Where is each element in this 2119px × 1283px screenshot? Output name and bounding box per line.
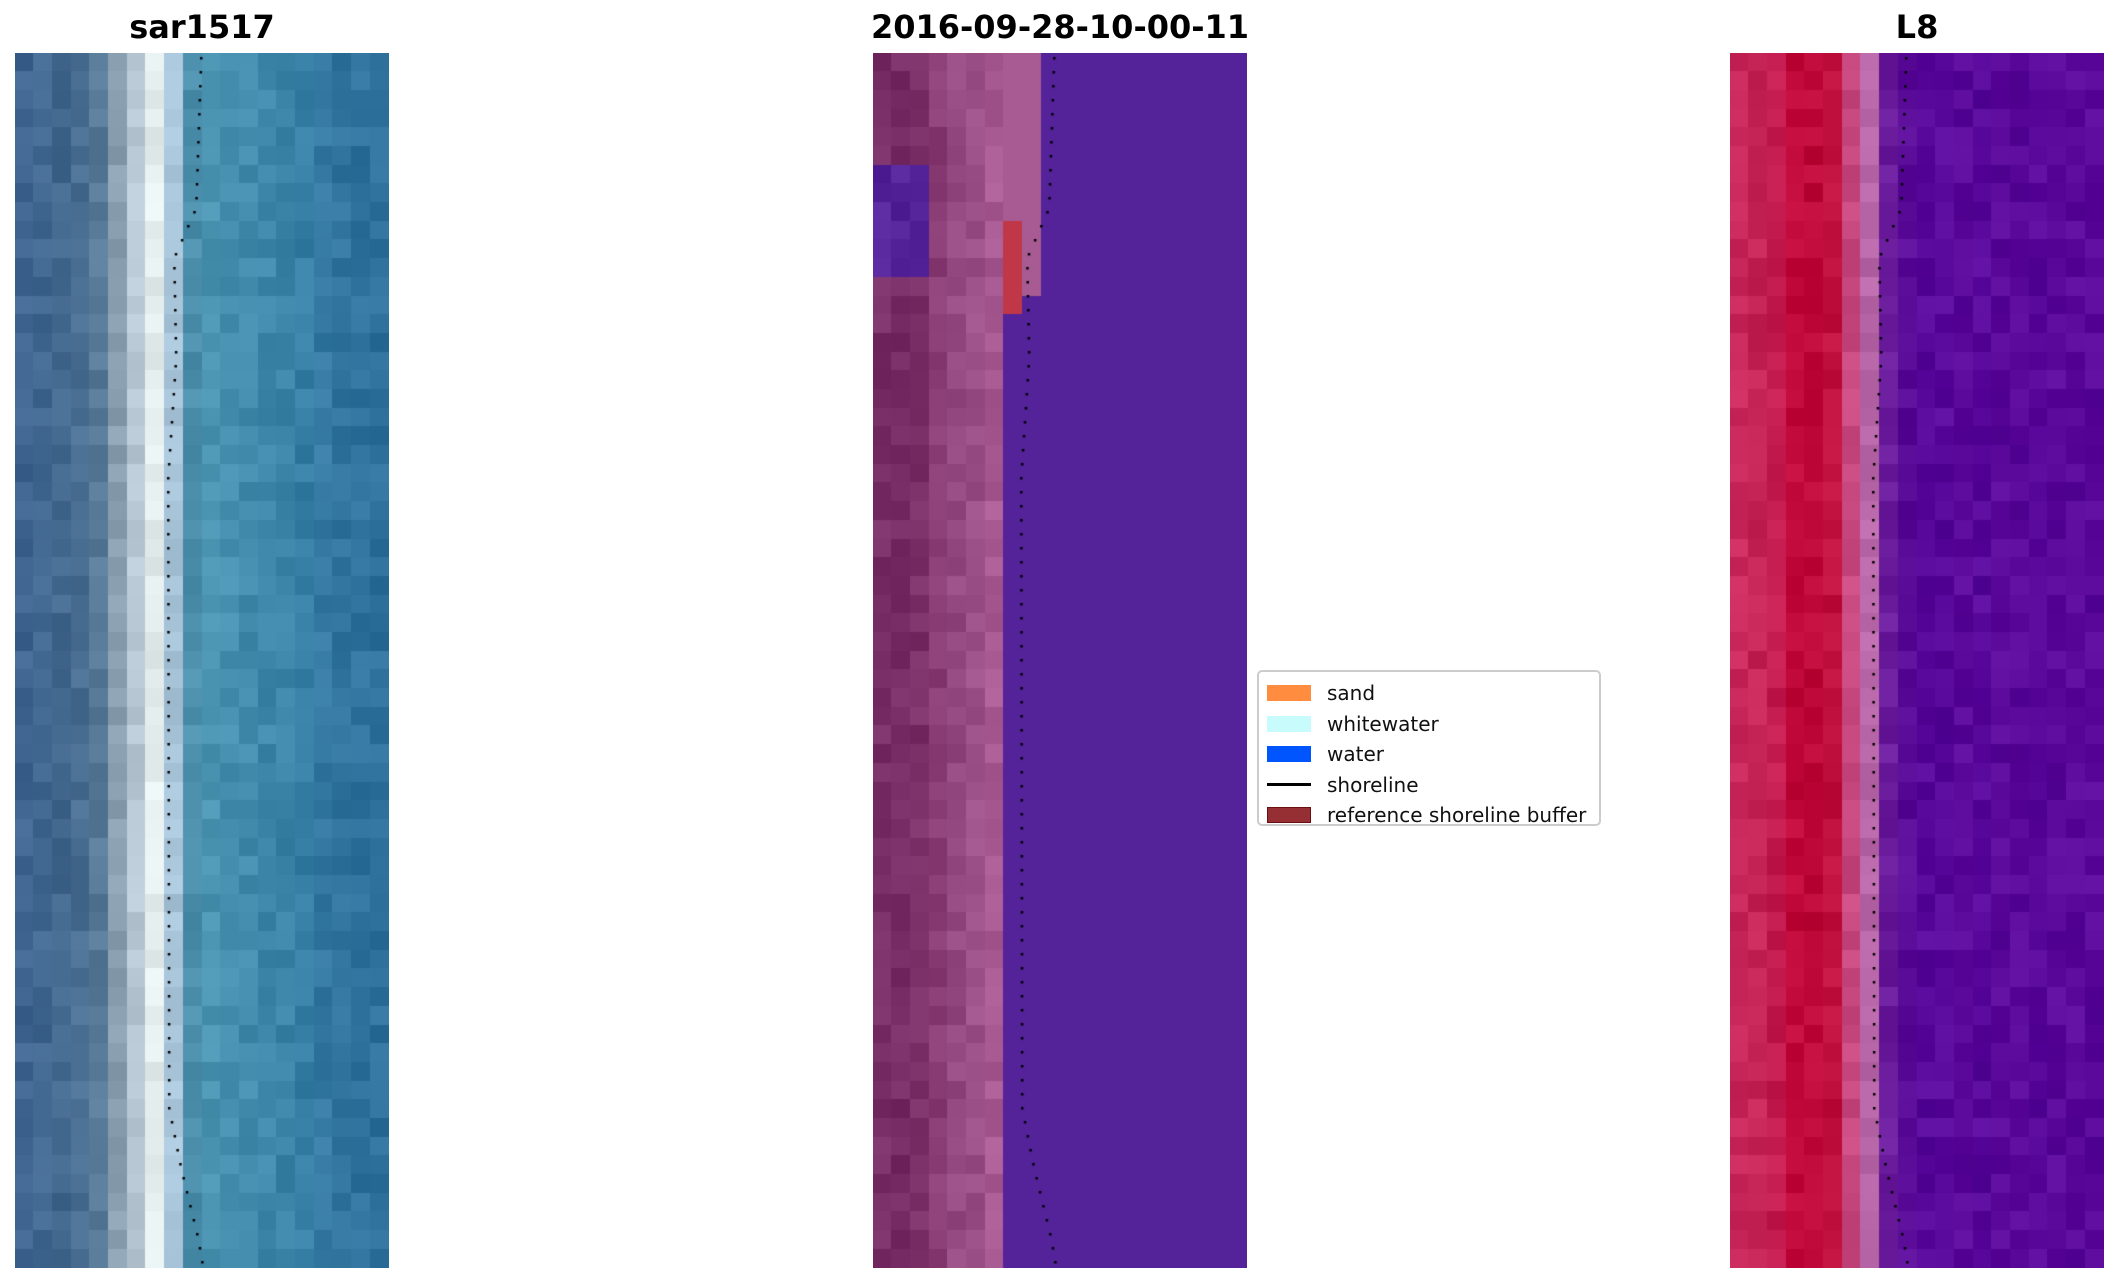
legend-label: water bbox=[1327, 742, 1384, 767]
legend: sand whitewater water shoreline referenc… bbox=[1257, 670, 1601, 827]
legend-item-whitewater: whitewater bbox=[1267, 709, 1599, 740]
legend-item-sand: sand bbox=[1267, 678, 1599, 709]
legend-label: reference shoreline buffer bbox=[1327, 803, 1587, 828]
legend-item-buffer: reference shoreline buffer bbox=[1267, 800, 1599, 831]
legend-label: whitewater bbox=[1327, 711, 1439, 736]
legend-item-water: water bbox=[1267, 739, 1599, 770]
sand-swatch bbox=[1267, 685, 1311, 702]
legend-item-shoreline: shoreline bbox=[1267, 770, 1599, 801]
panel-title-sar1517: sar1517 bbox=[129, 8, 275, 46]
buffer-swatch bbox=[1267, 807, 1311, 824]
panel-title-l8: L8 bbox=[1895, 8, 1939, 46]
rgb-image-panel bbox=[15, 53, 389, 1268]
panel-title-date: 2016-09-28-10-00-11 bbox=[870, 8, 1250, 46]
water-swatch bbox=[1267, 746, 1311, 763]
index-image-panel bbox=[1730, 53, 2104, 1268]
legend-label: sand bbox=[1327, 681, 1376, 706]
classified-image-panel bbox=[873, 53, 1247, 1268]
shoreline-line-icon bbox=[1267, 783, 1311, 787]
legend-label: shoreline bbox=[1327, 772, 1419, 797]
whitewater-swatch bbox=[1267, 715, 1311, 732]
